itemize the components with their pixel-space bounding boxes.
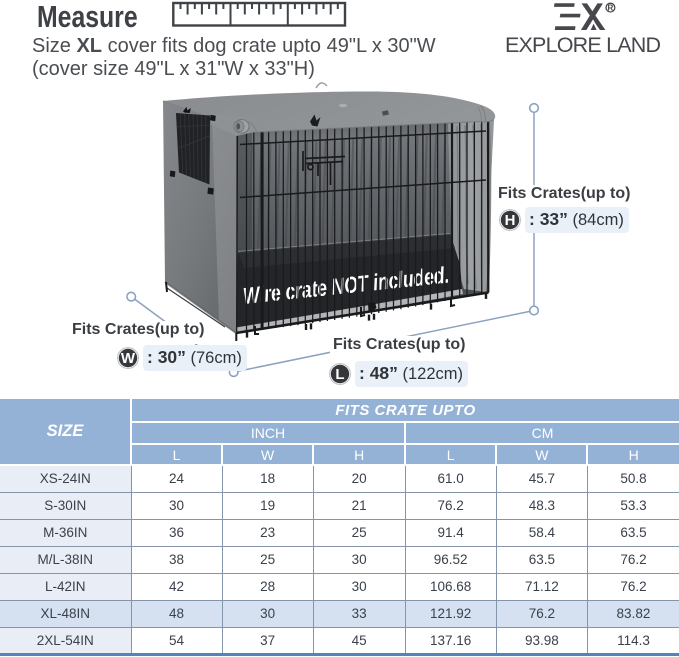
svg-text:EXPLORE LAND: EXPLORE LAND	[505, 33, 661, 57]
svg-text:W: W	[121, 350, 136, 367]
svg-text:R: R	[608, 3, 614, 12]
svg-text:H: H	[505, 212, 516, 229]
svg-text:L: L	[335, 366, 344, 383]
